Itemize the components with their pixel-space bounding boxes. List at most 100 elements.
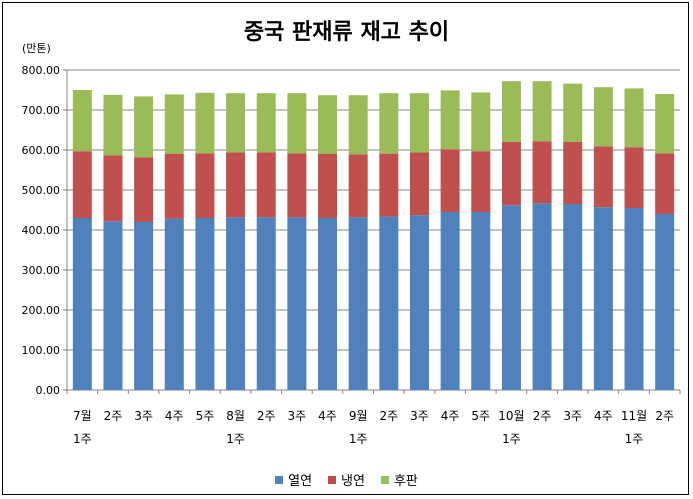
x-tick-label: 3주 xyxy=(410,409,429,423)
bar-segment xyxy=(318,95,338,154)
bar-segment xyxy=(624,147,644,208)
bar-segment xyxy=(195,218,215,390)
bar-segment xyxy=(134,96,154,158)
bar-segment xyxy=(287,153,307,218)
bar-segment xyxy=(563,142,583,204)
y-tick-label: 100.00 xyxy=(22,344,61,357)
bar-segment xyxy=(379,93,399,154)
x-tick-label: 2주 xyxy=(104,409,123,423)
bar-segment xyxy=(195,92,215,154)
bar-segment xyxy=(593,87,613,147)
bar-segment xyxy=(624,208,644,390)
legend-label: 후판 xyxy=(393,474,418,489)
y-tick-label: 300.00 xyxy=(22,264,61,277)
bar-segment xyxy=(532,81,552,142)
bar-segment xyxy=(593,207,613,390)
y-tick-label: 0.00 xyxy=(36,384,61,397)
bar-segment xyxy=(226,152,246,218)
bar-segment xyxy=(379,153,399,217)
x-tick-label: 11월 xyxy=(621,409,647,423)
y-tick-label: 200.00 xyxy=(22,304,61,317)
x-tick-label: 2주 xyxy=(533,409,552,423)
bar-segment xyxy=(501,142,521,206)
bar-segment xyxy=(103,155,123,222)
bar-segment xyxy=(72,218,92,390)
bar-segment xyxy=(379,216,399,390)
x-tick-label: 5주 xyxy=(196,409,215,423)
bar-segment xyxy=(563,83,583,142)
x-tick-label: 1주 xyxy=(349,432,368,446)
bar-segment xyxy=(593,146,613,208)
bar-segment xyxy=(103,221,123,390)
y-tick-label: 700.00 xyxy=(22,104,61,117)
bar-segment xyxy=(532,141,552,204)
bar-segment xyxy=(471,151,491,212)
x-tick-label: 2주 xyxy=(379,409,398,423)
legend-item: 열연 xyxy=(275,470,312,489)
x-tick-label: 9월 xyxy=(349,409,368,423)
bar-segment xyxy=(409,215,429,390)
bar-segment xyxy=(134,157,154,222)
bar-segment xyxy=(501,205,521,390)
x-tick-label: 4주 xyxy=(594,409,613,423)
x-tick-label: 4주 xyxy=(165,409,184,423)
bar-segment xyxy=(348,154,368,218)
x-tick-label: 7월 xyxy=(73,409,92,423)
bar-segment xyxy=(440,212,460,390)
chart-legend: 열연 냉연 후판 xyxy=(0,470,693,489)
bar-segment xyxy=(440,149,460,212)
x-tick-label: 8월 xyxy=(226,409,245,423)
bar-segment xyxy=(134,222,154,390)
bar-segment xyxy=(287,217,307,390)
bar-segment xyxy=(409,152,429,216)
bar-segment xyxy=(164,154,184,219)
bar-segment xyxy=(348,217,368,390)
bar-segment xyxy=(532,203,552,390)
bar-segment xyxy=(256,152,276,218)
bar-segment xyxy=(72,151,92,218)
x-tick-label: 5주 xyxy=(471,409,490,423)
x-tick-label: 1주 xyxy=(73,432,92,446)
x-tick-label: 4주 xyxy=(318,409,337,423)
legend-swatch xyxy=(380,476,389,484)
bar-segment xyxy=(164,94,184,154)
legend-swatch xyxy=(275,476,284,484)
bar-segment xyxy=(72,90,92,152)
bar-segment xyxy=(655,153,675,214)
legend-item: 후판 xyxy=(380,470,418,489)
bar-segment xyxy=(318,218,338,390)
bar-segment xyxy=(103,94,123,156)
bar-segment xyxy=(471,212,491,390)
bar-segment xyxy=(164,218,184,390)
legend-swatch xyxy=(328,476,337,484)
x-tick-label: 4주 xyxy=(441,409,460,423)
x-tick-label: 3주 xyxy=(134,409,153,423)
x-tick-label: 2주 xyxy=(655,409,674,423)
bar-segment xyxy=(318,154,338,218)
y-tick-label: 600.00 xyxy=(22,144,61,157)
legend-label: 냉연 xyxy=(341,474,365,489)
bar-segment xyxy=(226,217,246,390)
y-unit-label: (만톤) xyxy=(22,42,51,55)
legend-item: 냉연 xyxy=(328,470,365,489)
bar-segment xyxy=(655,214,675,390)
bar-segment xyxy=(226,93,246,153)
bar-segment xyxy=(655,94,675,154)
bar-segment xyxy=(409,93,429,153)
legend-label: 열연 xyxy=(288,474,313,489)
bar-segment xyxy=(256,93,276,153)
y-tick-label: 500.00 xyxy=(22,184,61,197)
x-tick-label: 2주 xyxy=(257,409,276,423)
bar-segment xyxy=(256,217,276,390)
x-tick-label: 3주 xyxy=(563,409,582,423)
bar-segment xyxy=(624,88,644,148)
x-tick-label: 3주 xyxy=(288,409,307,423)
y-tick-label: 400.00 xyxy=(22,224,61,237)
bar-segment xyxy=(563,204,583,390)
bar-segment xyxy=(287,93,307,154)
y-tick-label: 800.00 xyxy=(22,64,61,77)
bar-segment xyxy=(501,81,521,142)
x-tick-label: 1주 xyxy=(625,432,644,446)
x-tick-label: 1주 xyxy=(502,432,521,446)
